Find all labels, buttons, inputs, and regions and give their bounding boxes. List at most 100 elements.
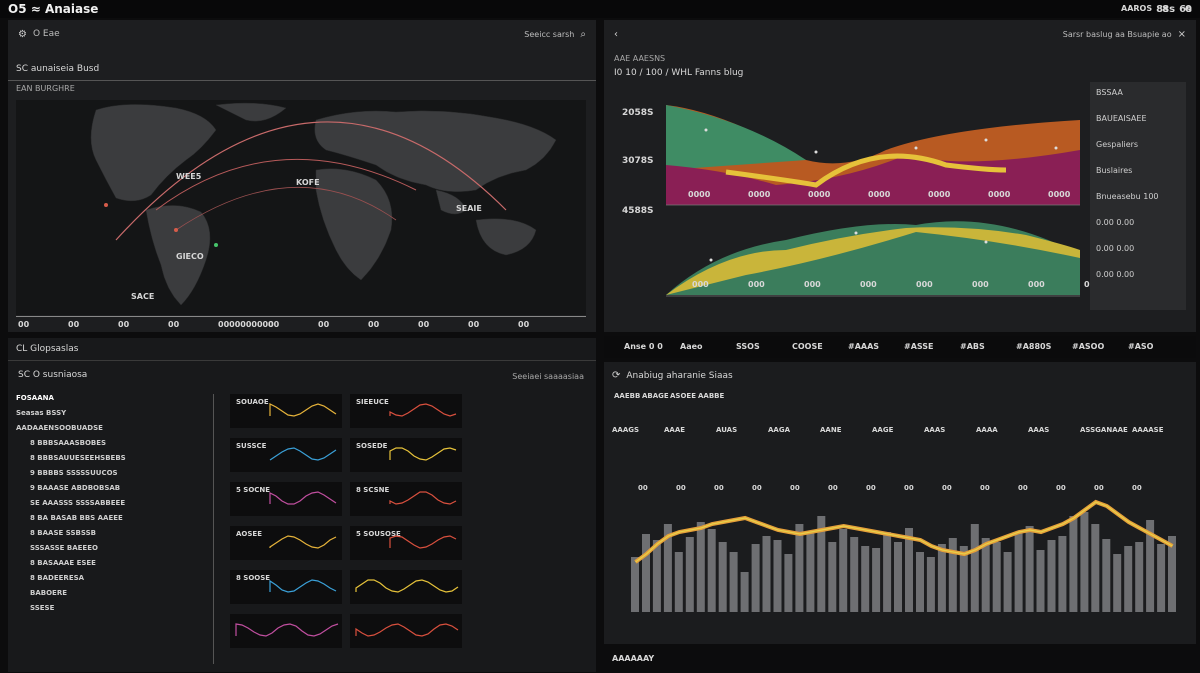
chart-bar[interactable] [1025, 526, 1034, 612]
chart-bar[interactable] [1113, 554, 1122, 612]
chart-bar[interactable] [784, 554, 793, 612]
chart-bar[interactable] [707, 529, 716, 612]
metric-tile[interactable]: 5 SOUSOSE [350, 526, 462, 560]
chart-bar[interactable] [1069, 516, 1078, 612]
chart-bar[interactable] [894, 542, 902, 612]
chart-bar[interactable] [1036, 550, 1045, 612]
chart-bar[interactable] [970, 524, 979, 612]
list-item[interactable]: SE AAASSS SSSSABBEEE [30, 499, 126, 507]
metric-tile[interactable]: 8 SOOSE [230, 570, 342, 604]
close-icon[interactable]: × [1177, 28, 1186, 40]
strip-item[interactable]: #AAAS [848, 342, 880, 351]
chart-bar[interactable] [740, 572, 749, 612]
chart-bar[interactable] [762, 536, 771, 612]
chart-bar[interactable] [872, 548, 881, 612]
chart-bar[interactable] [729, 552, 738, 612]
side-item[interactable]: Gespaliers [1096, 140, 1139, 149]
area-header-right[interactable]: Sarsr baslug aa Bsuapie ao [1062, 29, 1172, 39]
strip-item[interactable]: Anse 0 0 [624, 342, 663, 351]
chart-bar[interactable] [937, 544, 946, 612]
side-item[interactable]: Buslaires [1096, 166, 1133, 175]
chart-bar[interactable] [992, 542, 1001, 612]
side-item[interactable]: 0.00 0.00 [1096, 218, 1135, 227]
topbar-item-2[interactable]: 6s [1179, 3, 1192, 15]
list-item[interactable]: 8 BAASE SSBSSB [30, 529, 96, 537]
world-map[interactable]: WEE5 KOFE GIECO SEAIE SACE [16, 100, 586, 315]
chart-bar[interactable] [642, 534, 650, 612]
chart-bar[interactable] [1157, 544, 1166, 612]
chart-bar[interactable] [1014, 532, 1023, 612]
strip-item[interactable]: #A880S [1016, 342, 1052, 351]
chart-bar[interactable] [1091, 524, 1100, 612]
chart-bar[interactable] [850, 537, 859, 612]
chart-bar[interactable] [674, 552, 683, 612]
metric-tile[interactable] [350, 614, 462, 648]
chart-bar[interactable] [1124, 546, 1133, 612]
side-item[interactable]: 0.00 0.00 [1096, 270, 1135, 279]
list-item[interactable]: 9 BAAASE ABDBOBSAB [30, 484, 121, 492]
bar-chart[interactable] [630, 492, 1178, 612]
chart-bar[interactable] [685, 537, 694, 612]
topbar-item-3[interactable]: AAROS [1121, 3, 1153, 13]
chart-bar[interactable] [1168, 536, 1176, 612]
metric-tile[interactable]: SIEEUCE [350, 394, 462, 428]
metric-tile[interactable]: 8 SCSNE [350, 482, 462, 516]
chart-bar[interactable] [631, 557, 639, 612]
metric-tile[interactable]: AOSEE [230, 526, 342, 560]
strip-item[interactable]: COOSE [792, 342, 823, 351]
chart-bar[interactable] [839, 529, 848, 612]
topbar-item-5[interactable]: 0 [1185, 3, 1192, 15]
chart-bar[interactable] [1058, 536, 1067, 612]
metric-tile[interactable]: SOSEDE [350, 438, 462, 472]
chart-bar[interactable] [861, 546, 870, 612]
metric-tile[interactable]: 5 SOCNE [230, 482, 342, 516]
strip-item[interactable]: #ABS [960, 342, 985, 351]
chart-bar[interactable] [696, 522, 705, 612]
list-item[interactable]: AADAAENSOOBUADSE [16, 424, 103, 432]
side-item[interactable]: Bnueasebu 100 [1096, 192, 1159, 201]
chart-bar[interactable] [663, 524, 672, 612]
list-item[interactable]: FOSAANA [16, 394, 54, 402]
chart-bar[interactable] [981, 538, 990, 612]
list-item[interactable]: 8 BASAAAE ESEE [30, 559, 96, 567]
side-item[interactable]: 0.00 0.00 [1096, 244, 1135, 253]
list-panel-header-right[interactable]: Seeiaei saaaasiaa [512, 372, 584, 381]
chart-bar[interactable] [795, 524, 804, 612]
chart-bar[interactable] [652, 540, 661, 612]
strip-item[interactable]: #ASSE [904, 342, 934, 351]
side-item[interactable]: BAUEAISAEE [1096, 114, 1147, 123]
map-search-text[interactable]: Seeicc sarsh [524, 29, 575, 39]
chart-bar[interactable] [926, 557, 935, 612]
strip-item[interactable]: SSOS [736, 342, 760, 351]
area-charts[interactable] [666, 100, 1080, 298]
chart-bar[interactable] [751, 544, 760, 612]
strip-item[interactable]: Aaeo [680, 342, 703, 351]
list-item[interactable]: SSSASSE BAEEEO [30, 544, 98, 552]
list-item[interactable]: 8 BBBSAAASBOBES [30, 439, 107, 447]
chart-bar[interactable] [1146, 520, 1155, 612]
list-item[interactable]: 8 BA BASAB BBS AAEEE [30, 514, 123, 522]
chart-bar[interactable] [883, 532, 892, 612]
side-item[interactable]: BSSAA [1096, 88, 1123, 97]
strip-item[interactable]: #ASOO [1072, 342, 1105, 351]
chart-bar[interactable] [806, 532, 815, 612]
topbar-item-4[interactable]: 8s [1162, 3, 1176, 15]
chart-bar[interactable] [828, 542, 837, 612]
chart-bar[interactable] [1135, 542, 1144, 612]
list-item[interactable]: BABOERE [30, 589, 67, 597]
strip-item[interactable]: #ASO [1128, 342, 1154, 351]
search-icon[interactable]: ⌕ [580, 28, 586, 40]
metric-tile[interactable] [350, 570, 462, 604]
topbar-item-1[interactable]: 8s [1156, 3, 1170, 15]
list-item[interactable]: Seasas BSSY [16, 409, 67, 417]
refresh-icon[interactable]: ⟳ [612, 370, 621, 381]
metric-tile[interactable]: SOUAOE [230, 394, 342, 428]
chart-bar[interactable] [718, 542, 727, 612]
metric-tile[interactable]: SUSSCE [230, 438, 342, 472]
list-item[interactable]: 8 BADEERESA [30, 574, 85, 582]
list-item[interactable]: 8 BBBSAUUESEEHSBEBS [30, 454, 126, 462]
chart-bar[interactable] [1003, 552, 1012, 612]
chart-bar[interactable] [1080, 512, 1089, 612]
gear-icon[interactable]: ⚙ [18, 28, 27, 40]
metric-tile[interactable] [230, 614, 342, 648]
